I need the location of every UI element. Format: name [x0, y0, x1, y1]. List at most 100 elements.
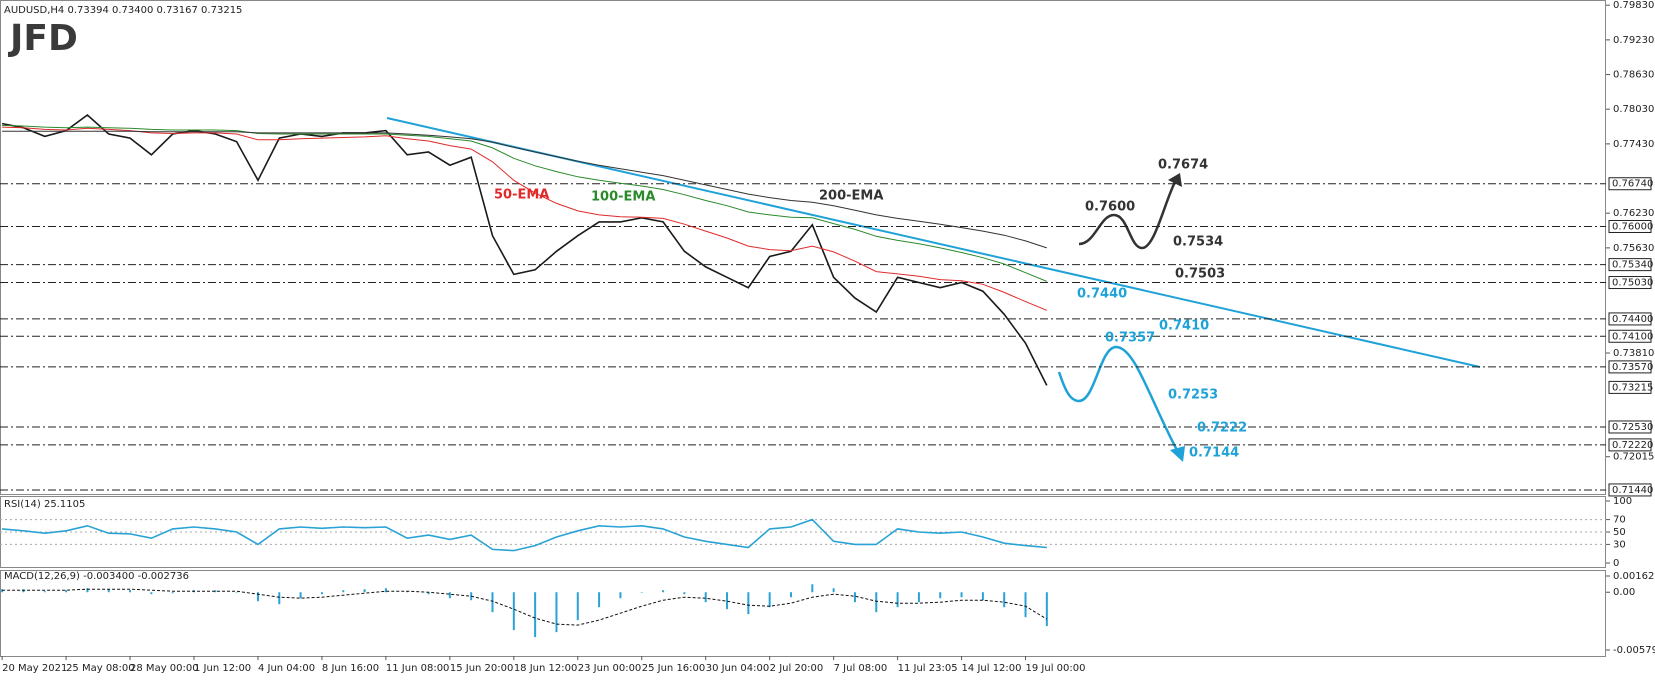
annotation: 0.7503: [1175, 267, 1225, 282]
histogram-bar: [576, 592, 579, 621]
level-box: [1608, 483, 1652, 497]
y-tick-label: 30: [1613, 539, 1626, 550]
annotation: 0.7222: [1197, 421, 1247, 436]
histogram-bar: [598, 592, 601, 608]
series-label: 50-EMA: [494, 188, 549, 203]
y-tick-label: 0.77430: [1613, 139, 1654, 150]
arrow-head: [1168, 173, 1182, 187]
series-label: 100-EMA: [591, 190, 655, 205]
x-tick-label: 23 Jun 00:00: [578, 663, 642, 674]
level-box: [1608, 329, 1652, 343]
annotation: 0.7674: [1158, 158, 1208, 173]
level-box: [1608, 360, 1652, 374]
histogram-bar: [555, 592, 558, 633]
histogram-bar: [1, 589, 4, 593]
x-tick-label: 25 May 08:00: [66, 663, 135, 674]
histogram-bar: [448, 592, 451, 599]
y-tick-label: -0.005795: [1613, 645, 1655, 656]
main-panel: [0, 0, 1606, 495]
level-label: 0.74100: [1612, 331, 1653, 342]
level-label: 0.75340: [1612, 260, 1653, 271]
histogram-bar: [363, 589, 366, 593]
series-line: [2, 130, 1047, 249]
histogram-bar: [811, 584, 814, 593]
histogram-bar: [384, 588, 387, 593]
histogram-bar: [278, 592, 281, 605]
logo: JFD: [7, 18, 78, 59]
histogram-bar: [960, 592, 963, 598]
y-tick-label: 0.001628: [1613, 571, 1655, 582]
histogram-bar: [107, 589, 110, 593]
level-label: 0.71440: [1612, 485, 1653, 496]
histogram-bar: [406, 591, 409, 593]
histogram-bar: [512, 592, 515, 631]
x-tick-label: 18 Jun 12:00: [514, 663, 578, 674]
histogram-bar: [1003, 592, 1006, 608]
annotation: 0.7253: [1168, 388, 1218, 403]
histogram-bar: [129, 590, 132, 593]
current-price-label: 0.73215: [1612, 382, 1653, 393]
panel-title: RSI(14) 25.1105: [4, 499, 85, 510]
level-label: 0.72530: [1612, 422, 1653, 433]
panel-title: MACD(12,26,9) -0.003400 -0.002736: [4, 571, 189, 582]
histogram-bar: [768, 592, 771, 608]
bearish-scenario: [1057, 345, 1180, 453]
histogram-bar: [683, 592, 686, 595]
histogram-bar: [299, 592, 302, 599]
series-line: [2, 518, 1047, 552]
macd-panel: [0, 570, 1606, 657]
x-tick-label: 1 Jun 12:00: [194, 663, 251, 674]
y-tick-label: 0.78030: [1613, 104, 1654, 115]
x-tick-label: 25 Jun 16:00: [642, 663, 706, 674]
level-box: [1608, 276, 1652, 290]
y-tick-label: 0.00: [1613, 587, 1635, 598]
histogram-bar: [832, 588, 835, 593]
y-tick-label: 100: [1613, 496, 1632, 507]
histogram-bar: [704, 592, 707, 603]
level-box: [1608, 420, 1652, 434]
y-tick-label: 0.75630: [1613, 243, 1654, 254]
histogram-bar: [22, 589, 25, 593]
signal-line: [2, 588, 1048, 626]
histogram-bar: [1045, 592, 1048, 627]
level-label: 0.76000: [1612, 221, 1653, 232]
x-tick-label: 14 Jul 12:00: [962, 663, 1022, 674]
y-tick-label: 0.72015: [1613, 452, 1654, 463]
level-label: 0.73570: [1612, 362, 1653, 373]
y-tick-label: 0: [1613, 558, 1619, 569]
level-box: [1608, 312, 1652, 326]
y-tick-label: 0.73810: [1613, 348, 1654, 359]
histogram-bar: [853, 592, 856, 603]
y-tick-label: 50: [1613, 527, 1626, 538]
histogram-bar: [214, 590, 217, 593]
y-tick-label: 70: [1613, 515, 1626, 526]
histogram-bar: [256, 592, 259, 602]
annotation: 0.7410: [1159, 319, 1209, 334]
histogram-bar: [320, 592, 323, 595]
level-box: [1608, 258, 1652, 272]
histogram-bar: [789, 592, 792, 598]
level-label: 0.74400: [1612, 314, 1653, 325]
histogram-bar: [534, 592, 537, 638]
x-tick-label: 30 Jun 04:00: [706, 663, 770, 674]
level-label: 0.75030: [1612, 278, 1653, 289]
level-box: [1608, 177, 1652, 191]
histogram-bar: [726, 592, 729, 610]
current-price-box: [1608, 380, 1652, 394]
histogram-bar: [43, 591, 46, 593]
arrow-head: [1170, 446, 1185, 462]
histogram-bar: [896, 592, 899, 608]
histogram-bar: [491, 592, 494, 613]
histogram-bar: [917, 592, 920, 603]
x-tick-label: 19 Jul 00:00: [1026, 663, 1086, 674]
histogram-bar: [86, 588, 89, 593]
annotation: 0.7440: [1077, 287, 1127, 302]
histogram-bar: [640, 592, 643, 593]
annotation: 0.7144: [1189, 446, 1239, 461]
x-tick-label: 28 May 00:00: [130, 663, 199, 674]
level-box: [1608, 219, 1652, 233]
series-line: [2, 124, 1047, 282]
series-label: 200-EMA: [819, 189, 883, 204]
series-line: [1, 113, 1048, 386]
